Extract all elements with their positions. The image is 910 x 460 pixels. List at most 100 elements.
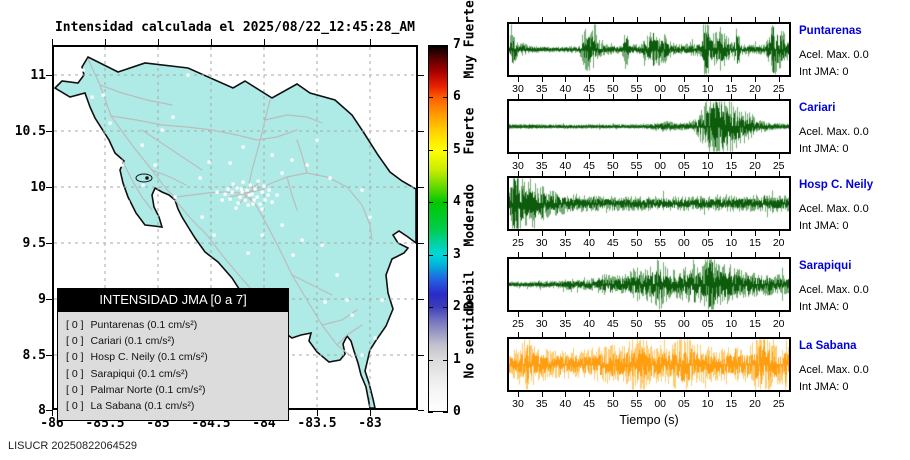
station-dot (105, 153, 109, 157)
seis-tickmark (612, 312, 614, 317)
seis-tick-label: 00 (654, 160, 667, 172)
colorbar-tick-label: 6 (453, 89, 461, 105)
station-dot (280, 223, 284, 227)
station-dot (160, 128, 164, 132)
seis-tickmark (636, 392, 638, 397)
seis-tick-label: 20 (772, 237, 785, 249)
station-dot (200, 215, 204, 219)
seis-tickmark (660, 312, 662, 317)
station-dot (241, 180, 245, 184)
seis-tick-label: 00 (654, 83, 667, 95)
station-dot (108, 121, 112, 125)
seis-tick-label: 30 (512, 83, 524, 95)
seis-tickmark (707, 332, 709, 337)
seis-tick-label: 50 (630, 237, 643, 249)
station-dot (266, 193, 270, 197)
station-dot (290, 158, 294, 162)
seis-tickmark (518, 154, 519, 159)
legend-entry-label: Palmar Norte (0.1 cm/s²) (90, 383, 206, 396)
station-dot (207, 160, 211, 164)
seis-tick-label: 25 (772, 160, 785, 172)
seis-tickmark (707, 312, 709, 317)
y-tickmark (46, 243, 52, 244)
legend-entry-label: Cariari (0.1 cm/s²) (90, 335, 175, 348)
seis-tickmark (707, 77, 709, 82)
station-dot (220, 198, 224, 202)
legend-entry-value: [ 0 ] (66, 351, 84, 364)
seis-tickmark (612, 392, 614, 397)
seis-tickmark (565, 312, 567, 317)
seis-tickmark (731, 332, 733, 337)
costa-rica-landmass (54, 55, 416, 408)
x-tickmark (370, 39, 371, 45)
station-dot (239, 187, 243, 191)
seis-tickmark (589, 392, 591, 397)
seis-tickmark (731, 94, 733, 99)
seis-tick-label: 25 (772, 83, 785, 95)
station-dot (212, 233, 216, 237)
seis-tickmark (589, 171, 591, 176)
legend-entry-value: [ 0 ] (66, 383, 84, 396)
x-tickmark (105, 39, 106, 45)
colorbar-tickmark (443, 412, 448, 413)
jma-intensity-legend: INTENSIDAD JMA [0 a 7] [ 0 ] Puntarenas (… (57, 288, 289, 422)
colorbar-tick-label: 2 (453, 299, 461, 315)
seis-tick-label: 25 (772, 398, 785, 410)
colorbar-tickmark (443, 97, 448, 99)
seis-tickmark (683, 231, 685, 236)
seis-tick-label: 50 (606, 398, 619, 410)
legend-entry: [ 0 ] Palmar Norte (0.1 cm/s²) (66, 382, 282, 398)
colorbar-tick-label: 4 (453, 194, 461, 210)
station-dot (373, 336, 377, 340)
x-tickmark (211, 39, 212, 45)
seis-tick-label: 10 (725, 318, 738, 330)
seis-tickmark (683, 154, 685, 159)
seis-tickmark (731, 252, 733, 257)
seis-tickmark (660, 392, 662, 397)
seis-tick-label: 15 (725, 83, 738, 95)
seis-tick-label: 15 (749, 237, 761, 249)
station-dot (315, 138, 319, 142)
seis-tickmark (565, 171, 567, 176)
colorbar-tick-label: 7 (453, 37, 461, 52)
seis-tickmark (636, 171, 638, 176)
seis-tickmark (541, 77, 543, 82)
seis-tickmark (612, 332, 614, 337)
int-jma-label: Int JMA: 0 (799, 220, 849, 232)
station-dot (241, 145, 245, 149)
colorbar-tickmark (428, 359, 433, 361)
station-dot (223, 192, 227, 196)
station-label: La Sabana (799, 340, 857, 352)
seismogram-box (507, 176, 791, 231)
seis-tickmark (755, 231, 756, 236)
seis-tickmark (612, 154, 614, 159)
seis-tick-label: 25 (512, 237, 524, 249)
seis-tickmark (660, 171, 662, 176)
seis-tickmark (707, 171, 709, 176)
y-tickmark (418, 75, 424, 76)
waveform-canvas (509, 178, 789, 229)
station-dot (173, 195, 177, 199)
seis-tick-label: 40 (559, 398, 572, 410)
seis-tickmark (612, 171, 614, 176)
seis-tickmark (755, 312, 756, 317)
seis-tickmark (518, 332, 519, 337)
seis-tickmark (755, 392, 756, 397)
y-tickmark (418, 187, 424, 188)
colorbar-tickmark (428, 202, 433, 204)
seis-tickmark (518, 17, 519, 22)
station-dot (250, 192, 254, 196)
seis-tickmark (683, 171, 685, 176)
station-dot (270, 153, 274, 157)
y-tickmark (46, 75, 52, 76)
seis-tickmark (707, 154, 709, 159)
x-tickmark (264, 39, 265, 45)
lake-arenal (135, 173, 153, 183)
x-tickmark (370, 410, 371, 416)
seis-tick-label: 05 (678, 83, 690, 95)
seis-tickmark (755, 332, 756, 337)
seis-tickmark (565, 231, 567, 236)
seis-tickmark (707, 94, 709, 99)
seis-tick-label: 15 (725, 398, 738, 410)
seis-tickmark (683, 392, 685, 397)
